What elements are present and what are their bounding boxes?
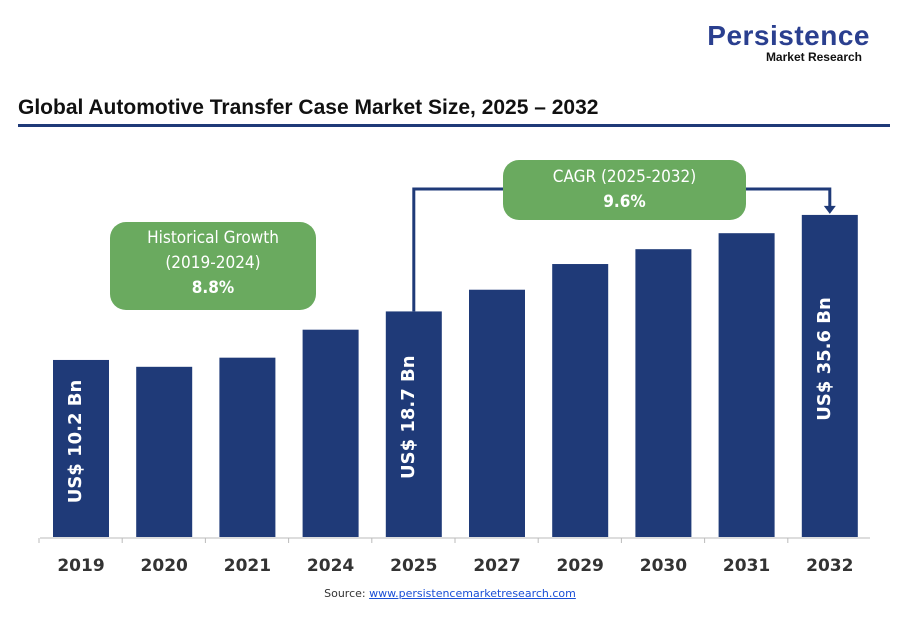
bar-2024 — [302, 329, 359, 537]
bar-2032 — [801, 214, 858, 537]
source: Source: www.persistencemarketresearch.co… — [0, 587, 900, 600]
historical-value: 8.8% — [191, 278, 235, 298]
bar-2021 — [219, 357, 276, 537]
logo: Persistence Market Research — [690, 20, 870, 65]
logo-sub: Market Research — [765, 50, 862, 64]
chart-title: Global Automotive Transfer Case Market S… — [18, 96, 599, 119]
x-tick-label: 2030 — [640, 556, 687, 576]
cagr-label: CAGR (2025-2032) — [552, 167, 697, 187]
bar-2029 — [552, 264, 609, 537]
data-label: US$ 10.2 Bn — [65, 380, 86, 504]
historical-growth-box: Historical Growth (2019-2024) 8.8% — [110, 222, 316, 310]
data-label: US$ 35.6 Bn — [814, 297, 835, 421]
cagr-box: CAGR (2025-2032) 9.6% — [503, 160, 746, 220]
historical-label: Historical Growth — [147, 228, 279, 248]
x-tick-label: 2019 — [57, 556, 104, 576]
x-tick-label: 2021 — [224, 556, 271, 576]
cagr-value: 9.6% — [603, 192, 646, 212]
bar-2020 — [136, 366, 193, 537]
bar-2019 — [53, 359, 109, 537]
historical-period: (2019-2024) — [165, 253, 261, 273]
x-tick-label: 2032 — [806, 556, 853, 576]
x-tick-label: 2027 — [473, 556, 520, 576]
bar-2030 — [635, 249, 692, 537]
bar-2031 — [718, 233, 775, 538]
source-link[interactable]: www.persistencemarketresearch.com — [369, 587, 576, 600]
logo-brand: Persistence — [707, 20, 870, 51]
x-tick-label: 2025 — [390, 556, 437, 576]
source-label: Source: — [324, 587, 370, 600]
x-tick-label: 2020 — [141, 556, 188, 576]
x-tick-label: 2024 — [307, 556, 354, 576]
bar-2025 — [385, 311, 442, 537]
data-label: US$ 18.7 Bn — [398, 355, 419, 479]
bar-2027 — [469, 289, 525, 537]
x-tick-label: 2029 — [557, 556, 604, 576]
title-rule — [18, 124, 890, 127]
x-tick-label: 2031 — [723, 556, 770, 576]
cagr-arrow-head-icon — [823, 205, 836, 214]
